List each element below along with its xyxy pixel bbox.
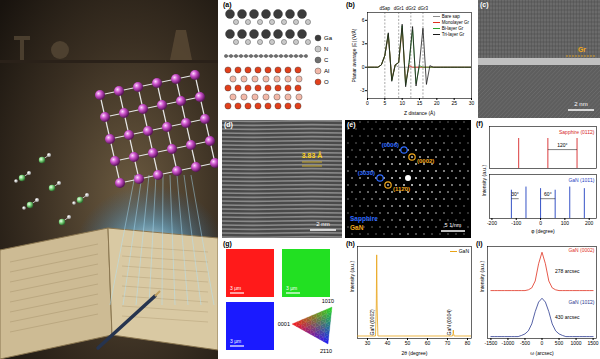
svg-text:GaN (101̄1): GaN (101̄1) — [568, 177, 594, 183]
svg-text:60: 60 — [425, 340, 431, 346]
svg-text:70: 70 — [445, 340, 451, 346]
svg-text:0: 0 — [539, 220, 542, 226]
html-text:(c): (c) — [480, 1, 489, 8]
svg-text:Gr: Gr — [578, 46, 586, 53]
svg-text:0: 0 — [366, 100, 369, 106]
svg-text:dGr1: dGr1 — [394, 6, 405, 11]
svg-text:101̄0: 101̄0 — [322, 298, 334, 304]
svg-text:20: 20 — [434, 100, 440, 106]
svg-text:dGr2: dGr2 — [406, 6, 417, 11]
html-text:(b): (b) — [346, 1, 355, 8]
svg-text:6: 6 — [362, 17, 365, 23]
svg-text:-1500: -1500 — [485, 340, 498, 346]
svg-text:3 μm: 3 μm — [230, 285, 241, 291]
svg-text:2θ (degree): 2θ (degree) — [402, 350, 428, 356]
svg-text:dGr3: dGr3 — [418, 6, 429, 11]
html-text:(d): (d) — [224, 121, 233, 128]
html-text:Bi-layer Gr: Bi-layer Gr — [441, 26, 464, 31]
svg-text:30°: 30° — [511, 191, 519, 197]
svg-text:-3: -3 — [360, 87, 365, 93]
svg-text:278 arcsec: 278 arcsec — [555, 268, 580, 274]
svg-text:1500: 1500 — [588, 340, 599, 346]
svg-text:-1000: -1000 — [502, 340, 515, 346]
svg-text:3: 3 — [362, 40, 365, 46]
svg-text:80: 80 — [465, 340, 471, 346]
svg-text:C: C — [324, 57, 329, 63]
svg-text:100: 100 — [561, 220, 570, 226]
svg-text:φ (degree): φ (degree) — [531, 228, 555, 234]
svg-text:25: 25 — [451, 100, 457, 106]
svg-text:Al: Al — [324, 68, 329, 74]
svg-text:0: 0 — [362, 64, 365, 70]
svg-text:Intensity (a.u.): Intensity (a.u.) — [349, 260, 355, 292]
svg-text:2 nm: 2 nm — [574, 101, 587, 107]
svg-text:dSap: dSap — [380, 6, 391, 11]
svg-text:1000: 1000 — [571, 340, 582, 346]
svg-text:2 nm: 2 nm — [316, 221, 329, 227]
svg-text:5: 5 — [383, 100, 386, 106]
html-text:Monolayer Gr: Monolayer Gr — [441, 20, 469, 25]
svg-text:Sapphire (011̄2): Sapphire (011̄2) — [559, 129, 595, 135]
svg-text:Planar average |E| (V/Å): Planar average |E| (V/Å) — [351, 28, 357, 82]
svg-text:430 arcsec: 430 arcsec — [555, 314, 580, 320]
svg-text:O: O — [324, 79, 329, 85]
svg-text:(112̄0): (112̄0) — [393, 186, 410, 192]
svg-text:(0006): (0006) — [382, 142, 399, 148]
svg-text:GaN: GaN — [350, 224, 364, 231]
svg-text:-200: -200 — [487, 220, 497, 226]
svg-text:GaN (101̄2): GaN (101̄2) — [568, 299, 594, 305]
html-text:(f): (f) — [476, 120, 483, 127]
svg-text:120°: 120° — [557, 142, 567, 148]
svg-text:GaN (0004): GaN (0004) — [446, 309, 452, 335]
svg-text:40: 40 — [385, 340, 391, 346]
svg-text:(303̄0): (303̄0) — [358, 170, 375, 176]
svg-text:60°: 60° — [544, 191, 552, 197]
svg-text:N: N — [324, 46, 328, 52]
svg-text:10: 10 — [399, 100, 405, 106]
svg-text:-100: -100 — [511, 220, 521, 226]
svg-text:Ga: Ga — [324, 35, 333, 41]
html-text:(e): (e) — [347, 121, 356, 128]
html-text:Tri-layer Gr: Tri-layer Gr — [441, 32, 465, 37]
svg-text:3 μm: 3 μm — [286, 285, 297, 291]
svg-text:3.83 Å: 3.83 Å — [302, 151, 323, 159]
svg-text:GaN (0002): GaN (0002) — [568, 247, 594, 253]
svg-text:500: 500 — [555, 340, 564, 346]
svg-text:30: 30 — [469, 100, 475, 106]
svg-text:5 1/nm: 5 1/nm — [445, 222, 462, 228]
svg-text:ω (arcsec): ω (arcsec) — [530, 350, 554, 356]
svg-text:GaN (0002): GaN (0002) — [369, 309, 375, 335]
svg-text:30: 30 — [365, 340, 371, 346]
html-text:(g): (g) — [223, 240, 232, 247]
html-text:(a): (a) — [223, 1, 232, 8]
svg-text:Z distance (Å): Z distance (Å) — [404, 110, 435, 116]
svg-text:200: 200 — [585, 220, 594, 226]
svg-text:3 μm: 3 μm — [230, 338, 241, 344]
svg-text:(0002): (0002) — [417, 158, 434, 164]
svg-text:Intensity (a.u.): Intensity (a.u.) — [479, 260, 485, 292]
svg-text:Intensity (a.u.): Intensity (a.u.) — [481, 164, 487, 196]
svg-text:0: 0 — [541, 340, 544, 346]
html-text:GaN: GaN — [458, 248, 469, 254]
svg-text:0001: 0001 — [278, 321, 290, 327]
html-text:Bare sap: Bare sap — [441, 14, 460, 19]
svg-text:50: 50 — [405, 340, 411, 346]
html-text:(i): (i) — [476, 240, 483, 247]
svg-text:15: 15 — [417, 100, 423, 106]
html-text:(h): (h) — [346, 240, 355, 247]
svg-text:-500: -500 — [520, 340, 530, 346]
svg-text:2̄1̄10: 2̄1̄10 — [320, 348, 332, 354]
svg-text:Sapphire: Sapphire — [350, 215, 378, 223]
